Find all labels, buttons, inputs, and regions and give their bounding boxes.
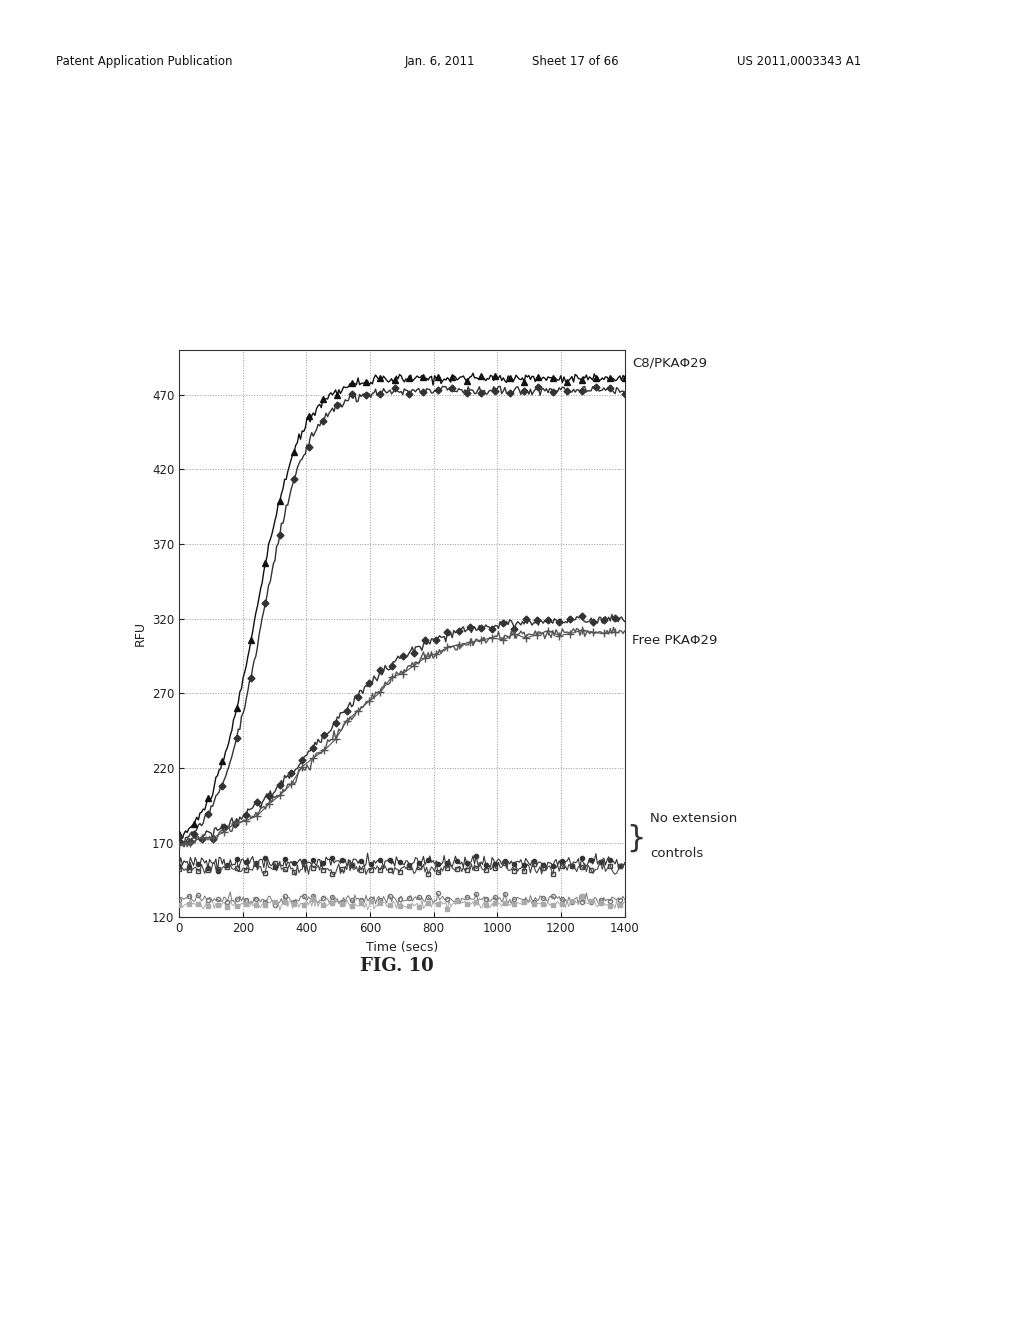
Text: Sheet 17 of 66: Sheet 17 of 66 xyxy=(532,55,620,69)
Text: No extension: No extension xyxy=(650,812,737,825)
Text: C8/PKAΦ29: C8/PKAΦ29 xyxy=(632,356,707,370)
Text: controls: controls xyxy=(650,847,703,861)
Text: Jan. 6, 2011: Jan. 6, 2011 xyxy=(404,55,475,69)
Y-axis label: RFU: RFU xyxy=(133,622,146,645)
Text: Free PKAΦ29: Free PKAΦ29 xyxy=(632,634,717,647)
Text: US 2011,0003343 A1: US 2011,0003343 A1 xyxy=(737,55,861,69)
Text: Patent Application Publication: Patent Application Publication xyxy=(56,55,232,69)
X-axis label: Time (secs): Time (secs) xyxy=(366,941,438,954)
Text: }: } xyxy=(627,824,646,853)
Text: FIG. 10: FIG. 10 xyxy=(360,957,434,975)
